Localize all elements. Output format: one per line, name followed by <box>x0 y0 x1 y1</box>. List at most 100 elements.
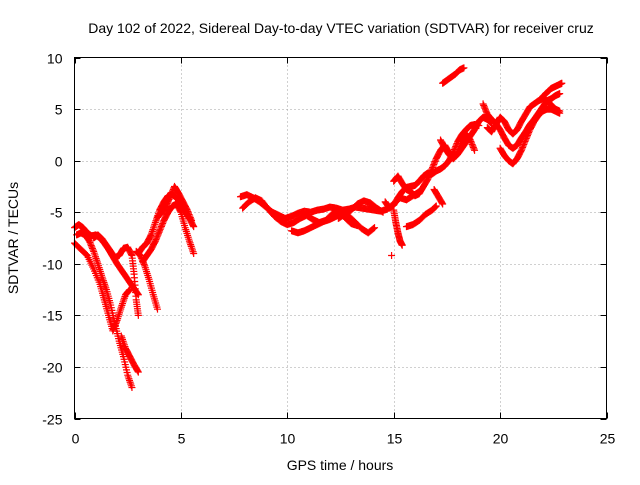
data-point <box>156 225 164 233</box>
data-point <box>190 249 198 257</box>
data-point <box>185 211 193 219</box>
data-point <box>424 175 432 183</box>
data-point <box>556 109 564 117</box>
series-track-c <box>73 229 136 392</box>
data-point <box>429 163 437 171</box>
data-point <box>125 287 133 295</box>
series-track-i <box>153 182 196 224</box>
series-track-a <box>71 239 134 335</box>
x-tick-label: 10 <box>280 431 296 447</box>
data-point <box>134 311 142 319</box>
data-point <box>125 286 133 294</box>
data-point <box>468 140 476 148</box>
data-point <box>520 139 528 147</box>
data-point <box>119 300 127 308</box>
data-point <box>558 79 566 87</box>
data-point <box>153 305 161 313</box>
data-point <box>120 296 128 304</box>
data-point <box>187 215 195 223</box>
data-point <box>370 224 378 232</box>
plot-frame <box>74 57 607 419</box>
data-point <box>429 162 437 170</box>
ticks-layer <box>74 57 608 420</box>
data-point <box>519 142 527 150</box>
series-track-t <box>439 64 468 87</box>
data-point <box>127 380 135 388</box>
data-point <box>125 375 133 383</box>
data-point <box>556 90 564 98</box>
data-point <box>190 223 198 231</box>
data-point <box>482 106 490 114</box>
data-point <box>469 142 477 150</box>
data-point <box>438 199 446 207</box>
data-point <box>188 246 196 254</box>
data-point <box>431 158 439 166</box>
data-point <box>150 222 158 230</box>
data-point <box>158 221 166 229</box>
data-point <box>154 231 162 239</box>
series-track-q <box>402 202 440 231</box>
y-tick-label: 10 <box>47 51 63 67</box>
data-point <box>159 219 167 227</box>
data-point <box>470 145 478 153</box>
data-point <box>87 242 95 250</box>
data-point <box>432 202 440 210</box>
data-point <box>517 146 525 154</box>
data-point <box>128 384 136 392</box>
data-point <box>525 129 533 137</box>
data-point <box>186 212 194 220</box>
x-tick-label: 20 <box>493 431 509 447</box>
x-tick-label: 25 <box>600 431 616 447</box>
data-point <box>187 241 195 249</box>
y-tick-label: -20 <box>42 360 62 376</box>
data-point <box>126 378 134 386</box>
series-track-x <box>539 79 566 101</box>
data-point <box>155 228 163 236</box>
series-track-r <box>430 186 447 208</box>
data-point <box>91 253 99 261</box>
x-tick-label: 15 <box>387 431 403 447</box>
y-axis-label: SDTVAR / TECUs <box>5 182 21 294</box>
data-point <box>189 221 197 229</box>
data-point <box>519 143 527 151</box>
data-point <box>469 143 477 151</box>
data-point <box>481 104 489 112</box>
data-point <box>428 165 436 173</box>
y-tick-label: -5 <box>50 205 63 221</box>
data-point <box>166 193 174 201</box>
y-tick-label: -10 <box>42 257 62 273</box>
data-point <box>471 146 479 154</box>
data-point <box>102 284 110 292</box>
data-point <box>124 373 132 381</box>
data-point <box>430 159 438 167</box>
data-point <box>134 368 142 376</box>
series-track-d <box>90 231 142 319</box>
data-point <box>92 254 100 262</box>
data-point <box>157 224 165 232</box>
data-point <box>186 214 194 222</box>
data-point <box>460 64 468 72</box>
x-tick-label: 0 <box>72 431 80 447</box>
data-point <box>430 160 438 168</box>
data-point <box>187 242 195 250</box>
data-point <box>388 252 396 260</box>
data-point <box>149 226 157 234</box>
data-point <box>185 209 192 217</box>
series-track-y <box>388 252 396 260</box>
data-point <box>439 200 447 208</box>
data-point <box>152 236 160 244</box>
data-point <box>86 239 94 247</box>
x-axis-label: GPS time / hours <box>287 457 394 473</box>
data-point <box>425 172 433 180</box>
data-point <box>87 240 95 248</box>
data-point <box>188 244 196 252</box>
series-track-m <box>334 197 387 222</box>
x-tick-labels: 0 5 10 15 20 25 <box>72 431 616 447</box>
y-tick-label: 5 <box>55 102 63 118</box>
data-point <box>468 139 476 147</box>
chart-title: Day 102 of 2022, Sidereal Day-to-day VTE… <box>88 20 594 36</box>
data-point <box>168 188 176 196</box>
data-point <box>119 298 127 306</box>
data-point <box>147 232 154 240</box>
